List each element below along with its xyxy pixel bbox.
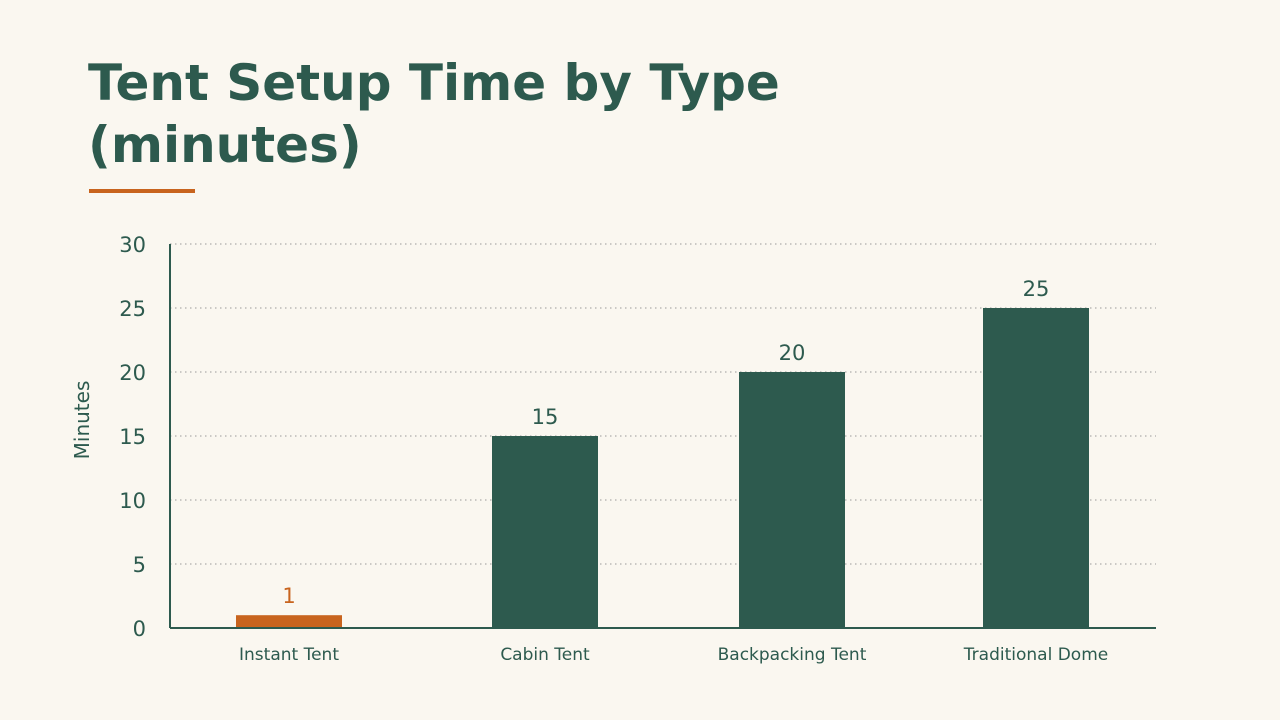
x-tick-label: Instant Tent: [239, 645, 339, 665]
x-tick-labels: Instant Tent Cabin Tent Backpacking Tent Tr…: [239, 645, 1108, 665]
data-label: 20: [779, 341, 806, 365]
y-tick-label: 20: [119, 361, 146, 385]
data-label: 25: [1023, 277, 1050, 301]
data-labels: 1 15 20 25: [282, 277, 1049, 608]
y-tick-label: 5: [133, 553, 146, 577]
y-axis-title: Minutes: [70, 381, 94, 460]
y-tick-label: 15: [119, 425, 146, 449]
bars: [236, 308, 1089, 628]
x-tick-label: Cabin Tent: [500, 645, 590, 665]
x-tick-label: Backpacking Tent: [718, 645, 867, 665]
bar: [983, 308, 1089, 628]
bar: [739, 372, 845, 628]
title-accent-rule: [89, 189, 195, 193]
y-tick-label: 10: [119, 489, 146, 513]
y-tick-label: 0: [133, 617, 146, 641]
y-tick-label: 30: [119, 233, 146, 257]
bar: [492, 436, 598, 628]
bar: [236, 615, 342, 628]
y-tick-labels: 0 5 10 15 20 25 30: [119, 233, 146, 641]
data-label: 15: [532, 405, 559, 429]
y-tick-label: 25: [119, 297, 146, 321]
data-label: 1: [282, 584, 295, 608]
chart-title: Tent Setup Time by Type (minutes): [88, 54, 780, 174]
x-tick-label: Traditional Dome: [963, 645, 1108, 665]
